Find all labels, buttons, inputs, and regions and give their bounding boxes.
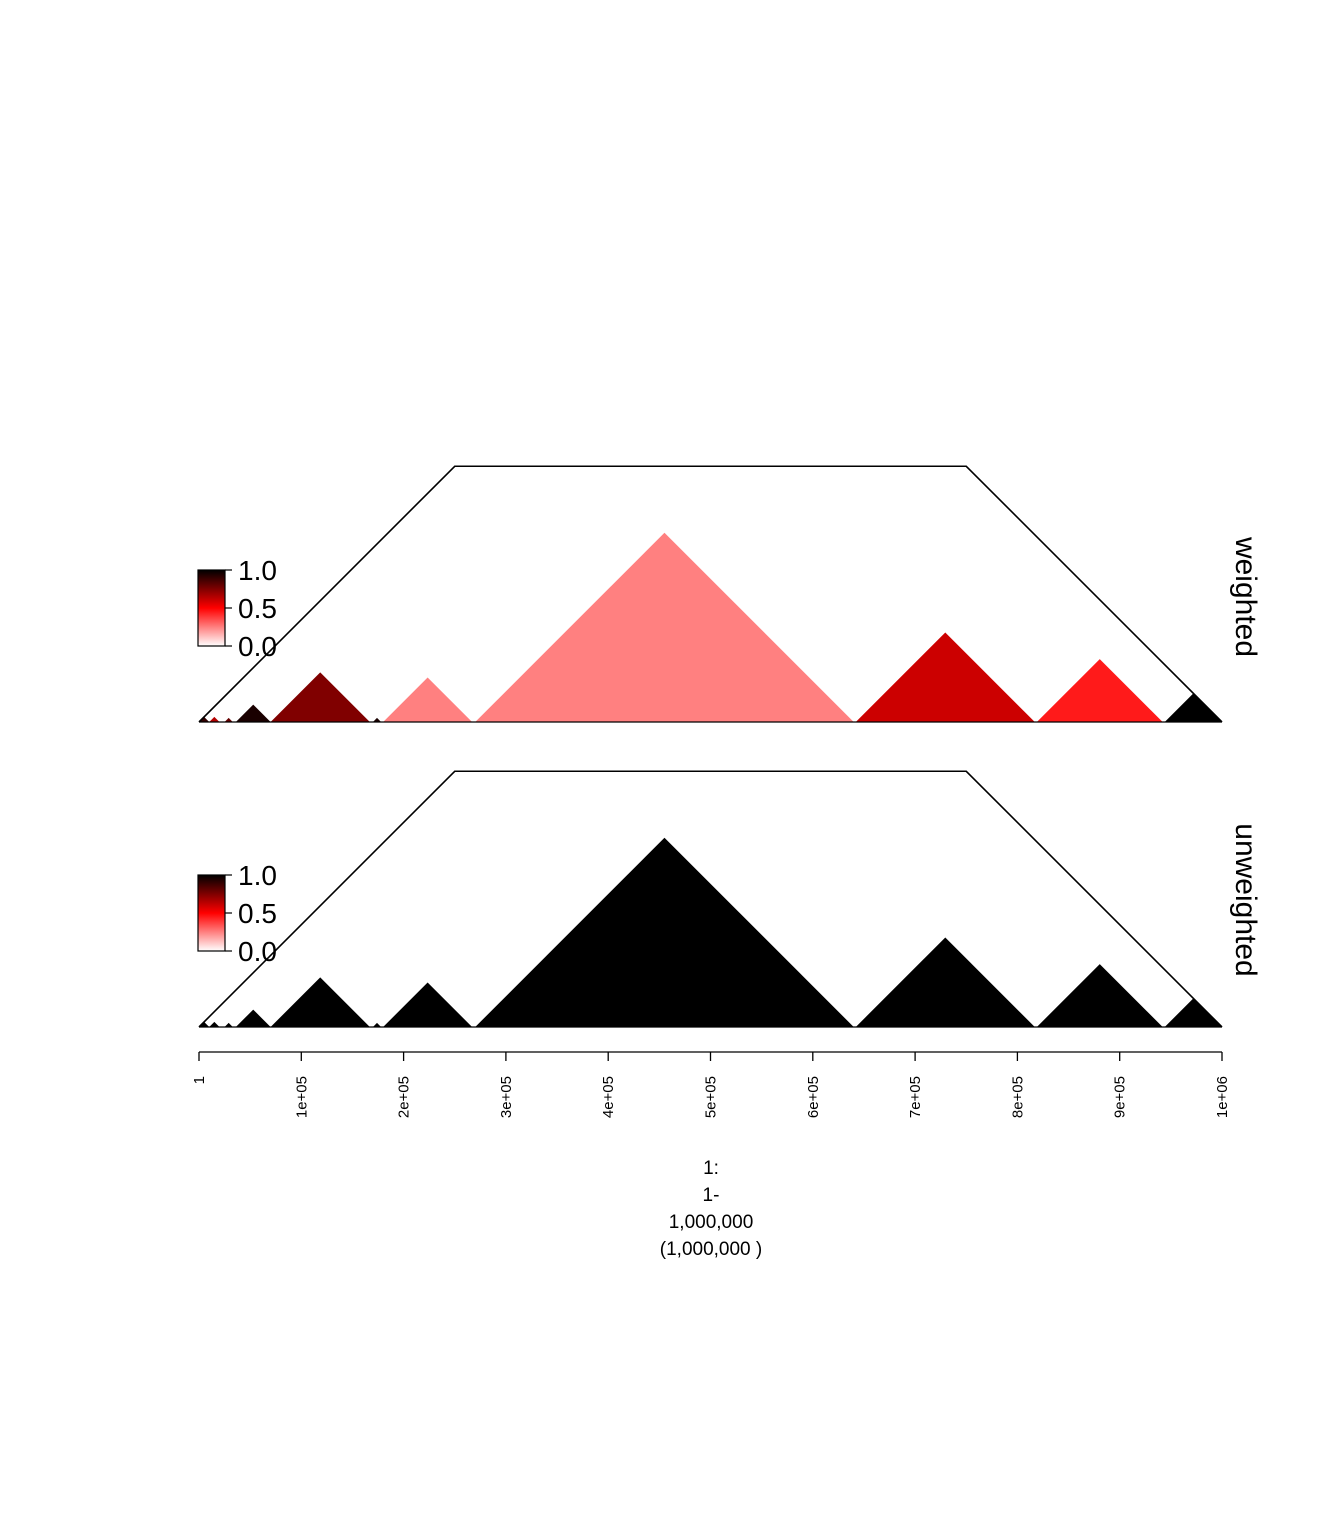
color-legend: 1.0 0.5 0.0	[197, 555, 277, 662]
x-tick-label: 8e+05	[1009, 1076, 1026, 1118]
x-axis-title-line: 1-	[703, 1185, 720, 1206]
outline-domain	[198, 770, 1223, 1028]
domain-triangle	[1036, 964, 1163, 1027]
domain-triangle	[224, 717, 233, 722]
domain-triangle	[855, 632, 1035, 722]
panel-unweighted: unweighted 1.0 0.5 0.0	[197, 770, 1262, 1028]
domain-triangle	[199, 1021, 210, 1027]
legend-tick-label: 0.5	[238, 593, 277, 624]
x-tick-label: 2e+05	[396, 1076, 413, 1118]
outline-domain	[198, 465, 1223, 723]
legend-tick-label: 0.5	[238, 898, 277, 929]
x-tick-label: 6e+05	[805, 1076, 822, 1118]
panel-label: unweighted	[1229, 823, 1262, 976]
domain-triangle	[372, 1022, 382, 1027]
x-tick-label: 1e+06	[1214, 1076, 1231, 1118]
x-tick-label: 1	[191, 1076, 208, 1084]
legend-gradient-bar	[197, 569, 226, 647]
x-axis: 1 1e+05 2e+05 3e+05 4e+05 5e+05 6e+05 7e+05 8e+0…	[191, 1051, 1231, 1260]
domain-triangle	[209, 1021, 220, 1027]
panels: weighted 1.0 0.5 0.0 unweighted 1.0 0.5 0.0	[197, 465, 1262, 1028]
x-tick-label: 1e+05	[293, 1076, 310, 1118]
domain-triangle	[372, 717, 382, 722]
legend-tick-label: 0.0	[238, 936, 277, 967]
domain-triangle	[235, 704, 271, 722]
legend-tick-label: 1.0	[238, 860, 277, 891]
x-axis-title-line: 1:	[703, 1158, 719, 1179]
x-tick-label: 4e+05	[600, 1076, 617, 1118]
domain-triangle	[270, 977, 370, 1027]
domain-triangle	[1164, 693, 1222, 722]
color-legend: 1.0 0.5 0.0	[197, 860, 277, 967]
x-tick-label: 7e+05	[907, 1076, 924, 1118]
x-tick-label: 5e+05	[702, 1076, 719, 1118]
legend-tick-label: 0.0	[238, 631, 277, 662]
x-axis-title-line: 1,000,000	[669, 1212, 754, 1233]
domain-triangle	[1036, 659, 1163, 722]
domain-triangle	[383, 677, 473, 722]
domain-triangle	[235, 1009, 271, 1027]
domain-triangle	[270, 672, 370, 722]
legend-gradient-bar	[197, 874, 226, 952]
domain-triangle	[475, 837, 854, 1027]
domain-triangle	[475, 532, 854, 722]
domain-triangle	[224, 1022, 233, 1027]
panel-weighted: weighted 1.0 0.5 0.0	[197, 465, 1262, 723]
panel-label: weighted	[1229, 536, 1262, 657]
domain-triangle	[209, 716, 220, 722]
domain-triangle	[199, 716, 210, 722]
domain-triangle	[1164, 998, 1222, 1027]
domain-triangle	[855, 937, 1035, 1027]
legend-tick-label: 1.0	[238, 555, 277, 586]
x-axis-title-line: (1,000,000 )	[660, 1239, 762, 1260]
x-tick-label: 3e+05	[498, 1076, 515, 1118]
x-tick-label: 9e+05	[1112, 1076, 1129, 1118]
domain-triangle	[383, 982, 473, 1027]
